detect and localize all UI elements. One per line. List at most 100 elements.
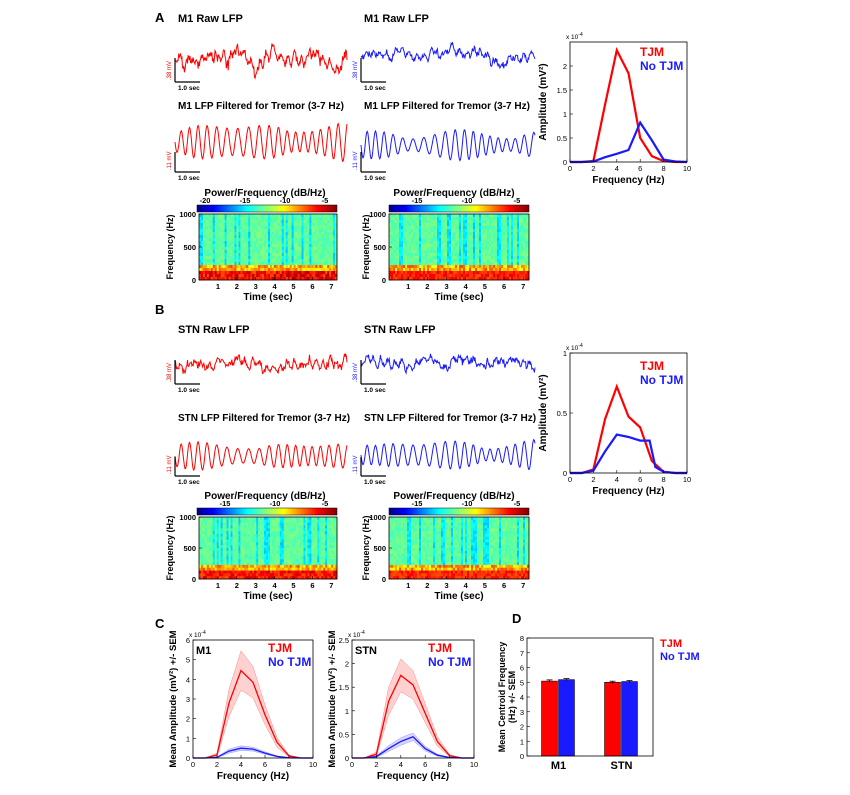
spectrogram-cell [277, 556, 281, 560]
spectrogram-cell [395, 259, 398, 263]
spectrogram-cell [218, 528, 221, 532]
spectrogram-cell [335, 223, 338, 227]
spectrogram-cell [240, 244, 243, 248]
spectrogram-cell [236, 573, 239, 577]
spectrogram-cell [281, 533, 285, 538]
spectrogram-cell [433, 229, 436, 233]
spectrogram-cell [317, 277, 320, 281]
spectrogram-cell [269, 567, 273, 571]
spectrogram-cell [493, 250, 496, 254]
spectrogram-cell [212, 553, 216, 557]
spectrogram-cell [277, 528, 281, 532]
spectrogram-cell [297, 559, 300, 563]
spectrogram-cell [287, 244, 290, 248]
spectrogram-cell [210, 564, 214, 569]
spectrogram-cell [224, 548, 227, 552]
spectrogram-cell [291, 220, 294, 224]
spectrogram-cell [473, 235, 476, 239]
spectrogram-cell [254, 525, 257, 529]
spectrogram-cell [479, 277, 482, 281]
spectrogram-cell [413, 250, 416, 254]
spectrogram-cell [287, 259, 290, 263]
spectrogram-cell [295, 528, 298, 532]
spectrogram-cell [216, 564, 220, 569]
spectrogram-cell [307, 542, 310, 546]
panel-label-c: C [155, 616, 165, 631]
spectrogram-cell [266, 536, 269, 540]
spectrogram-cell [405, 271, 408, 275]
spectrogram-cell [228, 232, 231, 236]
spectrogram-cell [425, 277, 428, 281]
spectrogram-cell [477, 220, 480, 224]
spectrogram-cell [407, 517, 410, 521]
spectrogram-cell [403, 265, 406, 269]
spectrogram-cell [285, 542, 289, 546]
spectrogram-cell [250, 226, 253, 230]
spectrogram-cell [391, 277, 394, 281]
spectrogram-cell [299, 562, 302, 566]
spectrogram-cell [244, 244, 247, 248]
spectrogram-cell [459, 256, 462, 260]
spectrogram-cell [307, 214, 310, 218]
spectrogram-cell [200, 223, 204, 227]
spectrogram-cell [423, 277, 426, 281]
spectrogram-cell [293, 277, 296, 281]
spectrogram-cell [210, 545, 214, 549]
spectrogram-cell [317, 235, 320, 239]
spectrogram-cell [317, 274, 320, 278]
spectrogram-cell [401, 226, 404, 230]
spectrogram-cell [210, 570, 214, 574]
spectrogram-cell [327, 545, 330, 549]
spectrogram-cell [481, 238, 484, 242]
spectrogram-cell [483, 259, 486, 263]
spectrogram-cell [447, 229, 450, 233]
spectrogram-cell [297, 542, 300, 546]
spectrogram-cell [463, 259, 466, 263]
spectrogram-cell [214, 576, 218, 580]
spectrogram-cell [457, 220, 460, 224]
spectrogram-cell [423, 238, 426, 242]
spectrogram-cell [258, 253, 261, 257]
spectrogram-cell [315, 253, 318, 257]
spectrogram-cell [222, 531, 225, 535]
spectrogram-cell [317, 556, 320, 560]
spectrogram-cell [240, 247, 243, 251]
spectrogram-cell [226, 528, 229, 532]
spectrogram-cell [495, 226, 498, 230]
spectrogram-cell [437, 244, 440, 248]
spectrogram-cell [329, 253, 332, 257]
spectrogram-cell [250, 229, 253, 233]
spectrogram-cell [210, 556, 214, 560]
spectrogram-cell [503, 265, 506, 269]
spectrogram-cell [451, 214, 454, 218]
spectrogram-cell [413, 223, 416, 227]
spectrogram-cell [335, 259, 338, 263]
spectrogram-cell [317, 250, 320, 254]
spectrogram-cell [319, 567, 322, 571]
spectrogram-cell [333, 265, 336, 269]
spectrogram-cell [199, 250, 202, 254]
spectrogram-cell [262, 570, 265, 574]
spectrogram-cell [200, 268, 204, 272]
spectrogram-cell [268, 244, 271, 248]
spectrogram-cell [505, 214, 508, 218]
spectrogram-cell [283, 553, 287, 557]
spectrogram-ytick-label: 1000 [179, 210, 196, 219]
spectrogram-cell [505, 259, 508, 263]
spectrogram-cell [527, 268, 530, 272]
spectrogram-cell [199, 542, 202, 546]
spectrogram-cell [202, 539, 206, 543]
spectrogram-cell [268, 253, 271, 257]
spectrogram-cell [279, 265, 283, 269]
spectrogram-cell [258, 525, 261, 529]
spectrogram-cell [218, 576, 221, 580]
spectrogram-cell [210, 539, 214, 543]
spectrogram-cell [287, 241, 290, 245]
spectrogram-cell [273, 244, 277, 248]
spectrogram-cell [449, 238, 452, 242]
a-raw-title-right: M1 Raw LFP [364, 13, 429, 25]
spectrogram-cell [287, 277, 290, 281]
spectrogram-cell [236, 519, 239, 523]
spectrogram-cell [264, 531, 267, 535]
spectrogram-cell [271, 262, 275, 266]
